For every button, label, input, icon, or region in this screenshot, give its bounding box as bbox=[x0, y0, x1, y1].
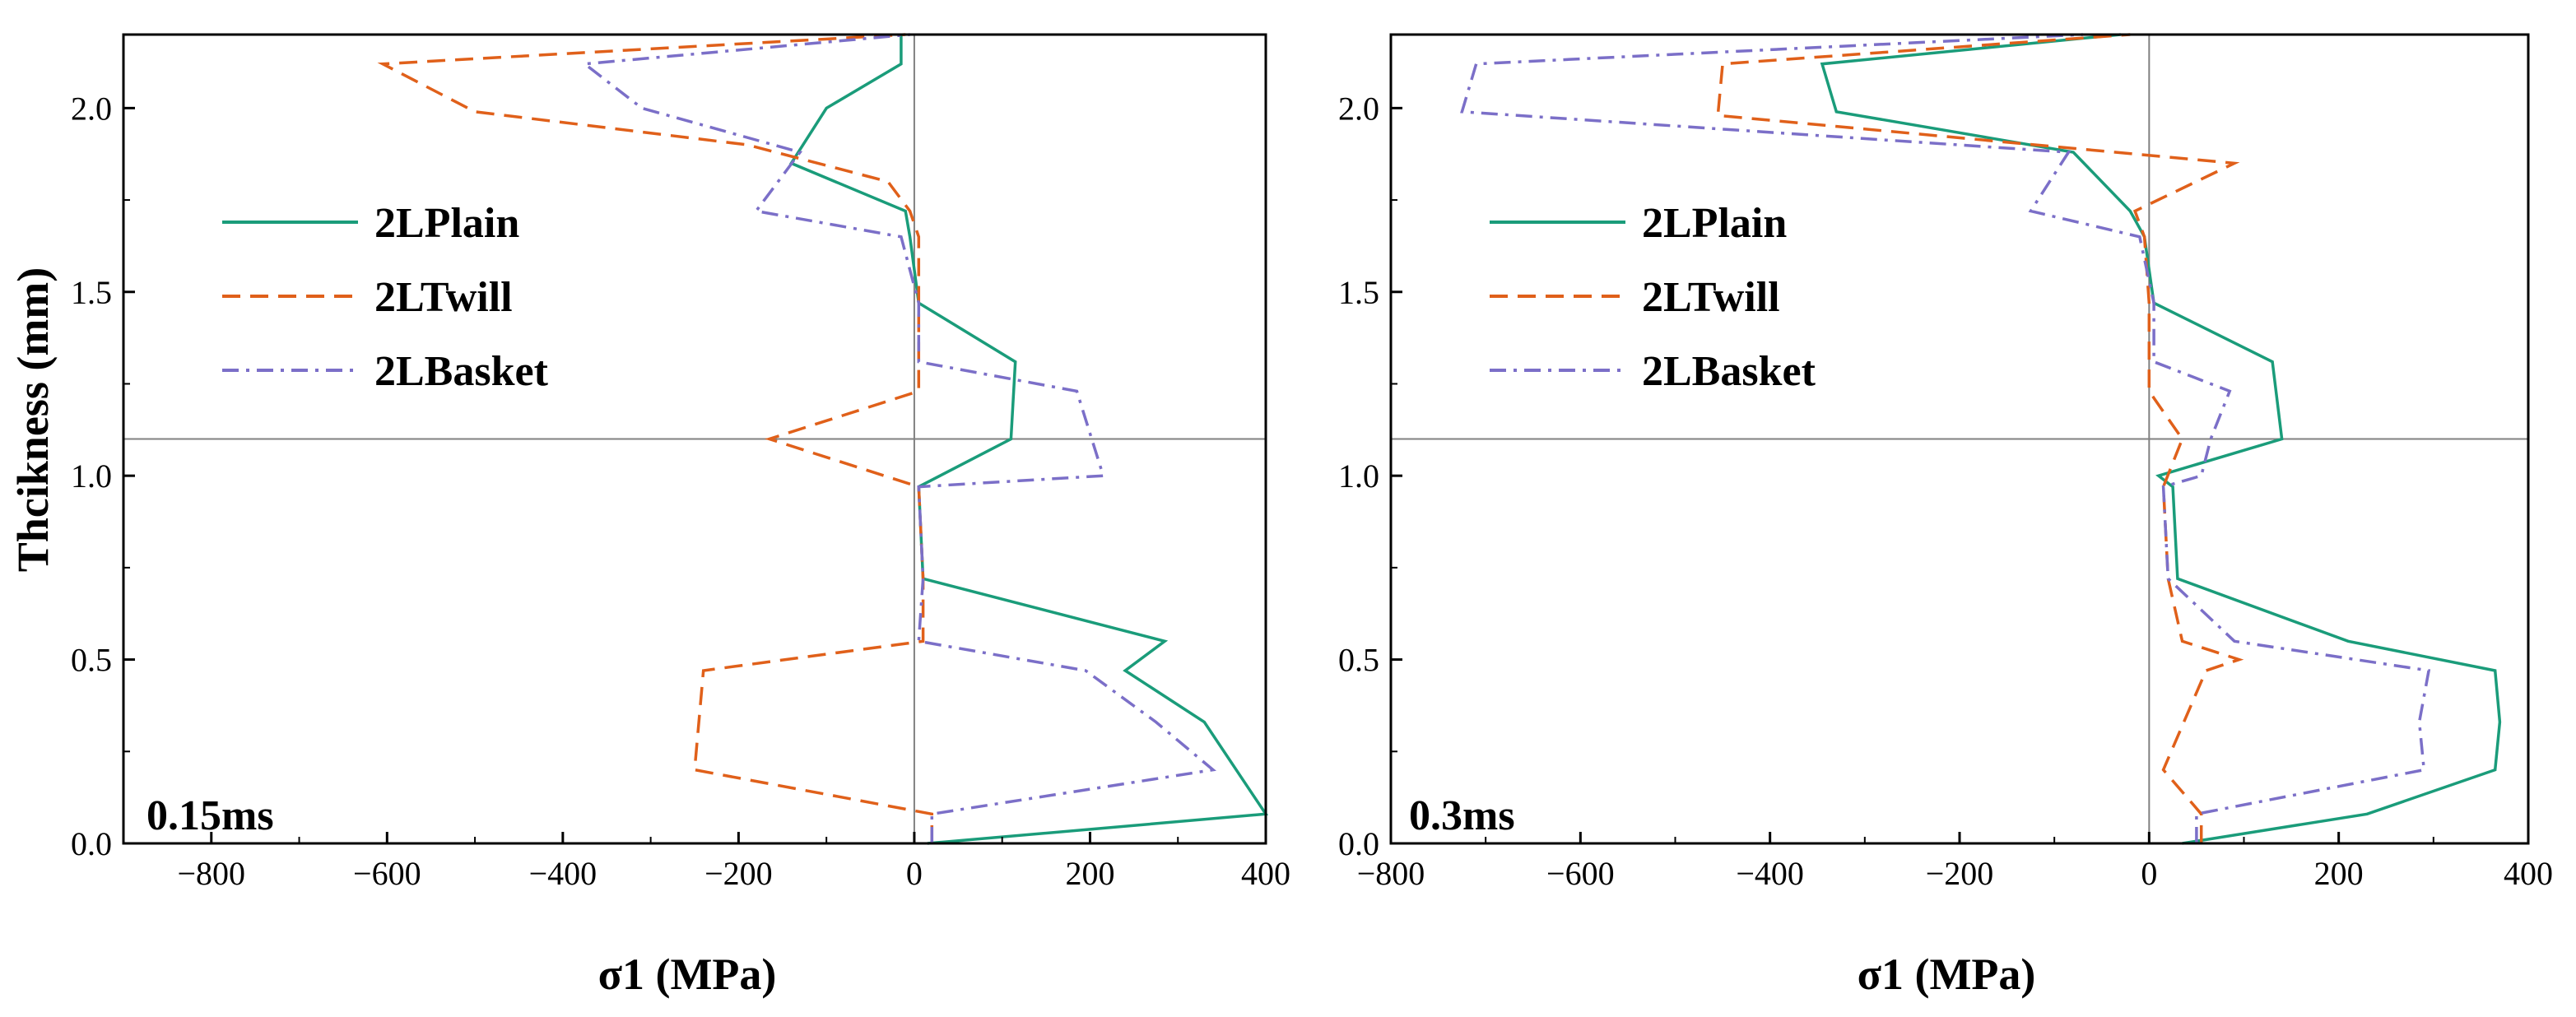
series-line-2lplain bbox=[788, 35, 1269, 845]
plot-frame bbox=[122, 33, 1267, 845]
x-axis-title: σ1 (MPa) bbox=[1858, 950, 2036, 999]
x-tick-label: −600 bbox=[353, 855, 421, 892]
x-tick-label: 400 bbox=[1241, 855, 1290, 892]
legend-label-2lplain: 2LPlain bbox=[1642, 200, 1787, 247]
y-tick-label: 0.0 bbox=[71, 825, 112, 862]
y-tick-label: 0.0 bbox=[1338, 825, 1379, 862]
legend-label-2lbasket: 2LBasket bbox=[1642, 348, 1816, 395]
panel-label: 0.15ms bbox=[146, 792, 274, 839]
y-tick-label: 2.0 bbox=[71, 90, 112, 127]
x-tick-label: 400 bbox=[2504, 855, 2553, 892]
y-tick-label: 1.0 bbox=[1338, 457, 1379, 495]
x-tick-label: −200 bbox=[704, 855, 773, 892]
legend-label-2lbasket: 2LBasket bbox=[374, 348, 549, 395]
x-axis-title: σ1 (MPa) bbox=[598, 950, 777, 999]
series-line-2ltwill bbox=[377, 33, 934, 843]
x-tick-label: −400 bbox=[529, 855, 598, 892]
legend-entry-2lplain: 2LPlain bbox=[1490, 200, 1787, 247]
legend-label-2ltwill: 2LTwill bbox=[374, 274, 513, 321]
legend: 2LPlain 2LTwill 2LBasket bbox=[222, 200, 549, 395]
x-tick-label: −800 bbox=[177, 855, 245, 892]
series-line-2lbasket bbox=[1460, 33, 2431, 843]
legend-label-2lplain: 2LPlain bbox=[374, 200, 519, 247]
x-tick-label: −200 bbox=[1926, 855, 1994, 892]
x-tick-label: 200 bbox=[1065, 855, 1114, 892]
chart-panel-0.3ms: 0.3ms σ1 (MPa) 2LPlain 2LTwill 2LBasket … bbox=[1338, 33, 2553, 999]
x-tick-label: 200 bbox=[2314, 855, 2364, 892]
y-tick-label: 0.5 bbox=[71, 642, 112, 679]
panel-label: 0.3ms bbox=[1409, 792, 1515, 839]
y-axis-title: Thcikness (mm) bbox=[8, 267, 58, 573]
x-tick-label: 0 bbox=[2141, 855, 2157, 892]
y-tick-label: 1.0 bbox=[71, 457, 112, 495]
legend-label-2ltwill: 2LTwill bbox=[1642, 274, 1780, 321]
x-tick-label: −800 bbox=[1357, 855, 1425, 892]
legend: 2LPlain 2LTwill 2LBasket bbox=[1490, 200, 1816, 395]
y-tick-label: 2.0 bbox=[1338, 90, 1379, 127]
x-tick-label: −600 bbox=[1546, 855, 1615, 892]
legend-entry-2lbasket: 2LBasket bbox=[222, 348, 549, 395]
legend-entry-2ltwill: 2LTwill bbox=[1490, 274, 1780, 321]
chart-panel-0.15ms: 0.15ms σ1 (MPa) 2LPlain 2LTwill 2LBasket… bbox=[71, 33, 1290, 999]
legend-entry-2ltwill: 2LTwill bbox=[222, 274, 513, 321]
y-tick-label: 0.5 bbox=[1338, 642, 1379, 679]
series-line-2ltwill bbox=[1716, 33, 2244, 843]
x-tick-label: 0 bbox=[906, 855, 923, 892]
series-line-2lbasket bbox=[580, 33, 1216, 843]
y-tick-label: 1.5 bbox=[1338, 274, 1379, 311]
x-tick-label: −400 bbox=[1736, 855, 1804, 892]
y-tick-label: 1.5 bbox=[71, 274, 112, 311]
legend-entry-2lplain: 2LPlain bbox=[222, 200, 519, 247]
legend-entry-2lbasket: 2LBasket bbox=[1490, 348, 1816, 395]
